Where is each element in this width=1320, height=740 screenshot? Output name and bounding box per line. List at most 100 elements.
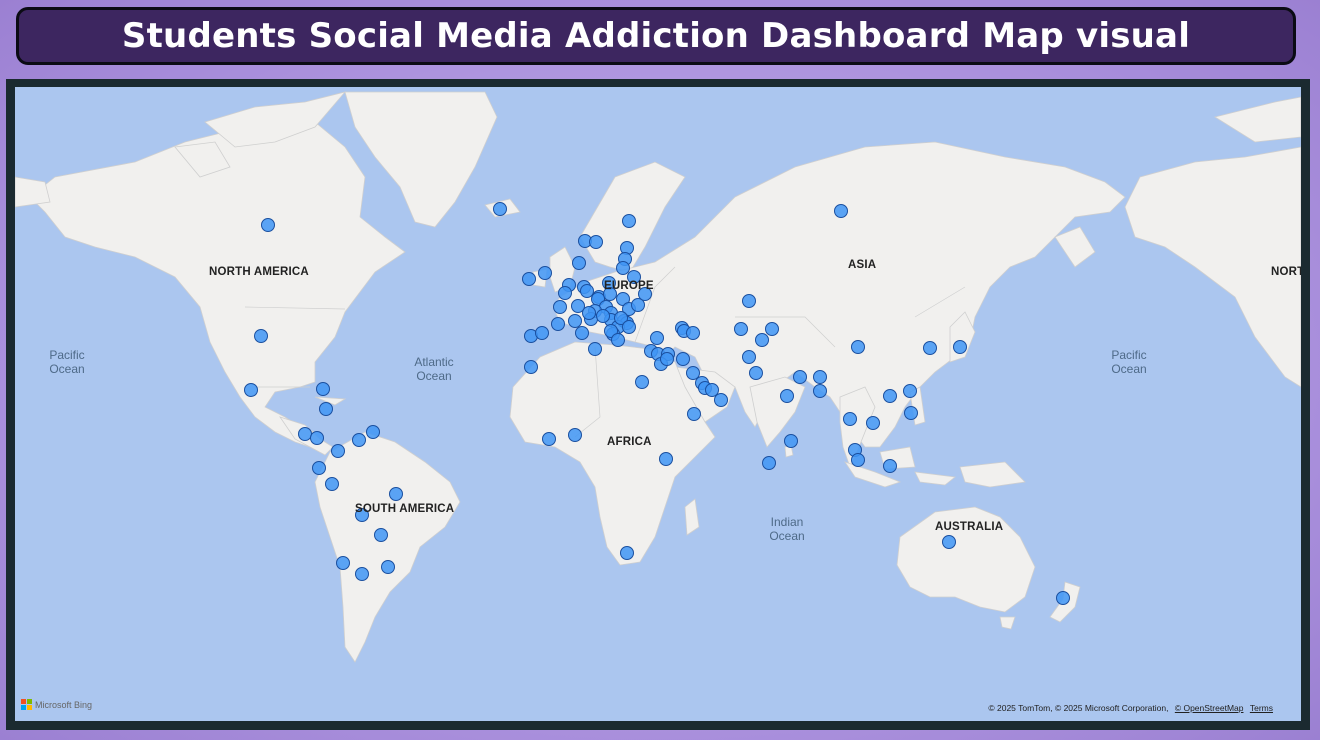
location-marker[interactable] (381, 560, 395, 574)
location-marker[interactable] (603, 287, 617, 301)
location-marker[interactable] (589, 235, 603, 249)
location-marker[interactable] (319, 402, 333, 416)
location-marker[interactable] (686, 366, 700, 380)
location-marker[interactable] (687, 407, 701, 421)
label-australia: AUSTRALIA (935, 521, 1004, 533)
location-marker[interactable] (298, 427, 312, 441)
location-marker[interactable] (374, 528, 388, 542)
location-marker[interactable] (714, 393, 728, 407)
location-marker[interactable] (614, 311, 628, 325)
location-marker[interactable] (244, 383, 258, 397)
location-marker[interactable] (571, 299, 585, 313)
location-marker[interactable] (635, 375, 649, 389)
location-marker[interactable] (575, 326, 589, 340)
location-marker[interactable] (784, 434, 798, 448)
location-marker[interactable] (622, 320, 636, 334)
location-marker[interactable] (834, 204, 848, 218)
location-marker[interactable] (620, 546, 634, 560)
location-marker[interactable] (524, 360, 538, 374)
attribution-text: © 2025 TomTom, © 2025 Microsoft Corporat… (988, 703, 1169, 713)
location-marker[interactable] (765, 322, 779, 336)
openstreetmap-link[interactable]: © OpenStreetMap (1174, 703, 1244, 713)
label-north-america: NORTH AMERICA (209, 266, 309, 278)
location-marker[interactable] (366, 425, 380, 439)
location-marker[interactable] (553, 300, 567, 314)
location-marker[interactable] (535, 326, 549, 340)
location-marker[interactable] (622, 214, 636, 228)
label-asia: ASIA (848, 259, 877, 271)
location-marker[interactable] (813, 384, 827, 398)
location-marker[interactable] (749, 366, 763, 380)
location-marker[interactable] (572, 256, 586, 270)
location-marker[interactable] (538, 266, 552, 280)
location-marker[interactable] (780, 389, 794, 403)
location-marker[interactable] (676, 352, 690, 366)
location-marker[interactable] (650, 331, 664, 345)
location-marker[interactable] (582, 306, 596, 320)
location-marker[interactable] (705, 383, 719, 397)
location-marker[interactable] (588, 342, 602, 356)
location-marker[interactable] (316, 382, 330, 396)
location-marker[interactable] (638, 287, 652, 301)
location-marker[interactable] (883, 459, 897, 473)
label-pacific-ocean-left: Pacific Ocean (49, 348, 85, 376)
location-marker[interactable] (762, 456, 776, 470)
map-attribution: © 2025 TomTom, © 2025 Microsoft Corporat… (988, 703, 1273, 713)
location-marker[interactable] (923, 341, 937, 355)
label-europe: EUROPE (604, 280, 654, 292)
location-marker[interactable] (742, 294, 756, 308)
location-marker[interactable] (903, 384, 917, 398)
location-marker[interactable] (310, 431, 324, 445)
location-marker[interactable] (355, 508, 369, 522)
location-marker[interactable] (686, 326, 700, 340)
location-marker[interactable] (953, 340, 967, 354)
label-indian-ocean: Indian Ocean (769, 515, 805, 543)
location-marker[interactable] (312, 461, 326, 475)
bing-logo[interactable]: Microsoft Bing (21, 699, 92, 710)
location-marker[interactable] (883, 389, 897, 403)
location-marker[interactable] (568, 314, 582, 328)
location-marker[interactable] (611, 333, 625, 347)
location-marker[interactable] (843, 412, 857, 426)
location-marker[interactable] (742, 350, 756, 364)
label-atlantic-ocean: Atlantic Ocean (414, 355, 454, 383)
bing-logo-text: Microsoft Bing (35, 699, 93, 710)
location-marker[interactable] (355, 567, 369, 581)
location-marker[interactable] (813, 370, 827, 384)
location-marker[interactable] (493, 202, 507, 216)
location-marker[interactable] (580, 284, 594, 298)
location-marker[interactable] (325, 477, 339, 491)
location-marker[interactable] (660, 352, 674, 366)
location-marker[interactable] (866, 416, 880, 430)
location-marker[interactable] (734, 322, 748, 336)
location-marker[interactable] (352, 433, 366, 447)
label-south-america: SOUTH AMERICA (355, 503, 455, 515)
location-marker[interactable] (851, 453, 865, 467)
location-marker[interactable] (522, 272, 536, 286)
location-marker[interactable] (631, 298, 645, 312)
basemap (15, 91, 1301, 663)
location-marker[interactable] (851, 340, 865, 354)
location-marker[interactable] (942, 535, 956, 549)
terms-link[interactable]: Terms (1249, 703, 1273, 713)
location-marker[interactable] (616, 261, 630, 275)
location-marker[interactable] (659, 452, 673, 466)
location-marker[interactable] (755, 333, 769, 347)
location-marker[interactable] (551, 317, 565, 331)
world-map[interactable]: NORTH AMERICA EUROPE ASIA AFRICA SOUTH A… (15, 87, 1301, 721)
location-marker[interactable] (542, 432, 556, 446)
location-marker[interactable] (254, 329, 268, 343)
location-marker[interactable] (331, 444, 345, 458)
location-marker[interactable] (596, 309, 610, 323)
location-marker[interactable] (558, 286, 572, 300)
location-marker[interactable] (261, 218, 275, 232)
label-africa: AFRICA (607, 436, 652, 448)
location-marker[interactable] (1056, 591, 1070, 605)
location-marker[interactable] (568, 428, 582, 442)
location-marker[interactable] (904, 406, 918, 420)
location-marker[interactable] (627, 270, 641, 284)
location-marker[interactable] (793, 370, 807, 384)
location-marker[interactable] (336, 556, 350, 570)
location-marker[interactable] (389, 487, 403, 501)
dashboard-title: Students Social Media Addiction Dashboar… (121, 16, 1191, 56)
